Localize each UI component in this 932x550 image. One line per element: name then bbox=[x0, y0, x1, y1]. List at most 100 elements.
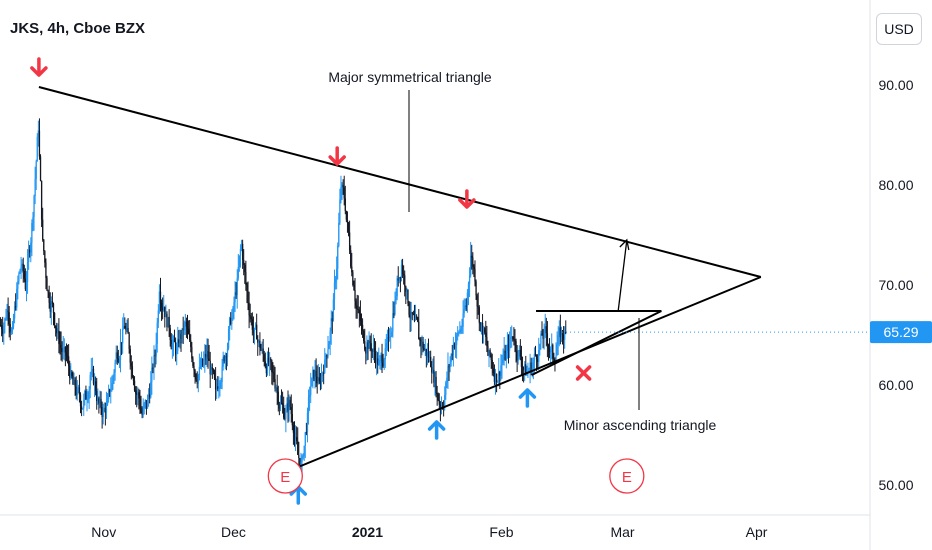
candle-body bbox=[221, 366, 223, 383]
candle-body bbox=[143, 403, 145, 409]
candle-body bbox=[346, 219, 349, 223]
candle-body bbox=[471, 255, 473, 258]
candle-body bbox=[66, 355, 69, 357]
candle-body bbox=[25, 281, 28, 290]
candle-body bbox=[367, 342, 369, 349]
candle-body bbox=[410, 312, 412, 319]
candle-body bbox=[174, 342, 177, 355]
projection-arrowhead bbox=[619, 238, 630, 251]
x-tick-label: Apr bbox=[746, 524, 768, 540]
candle-body bbox=[375, 358, 378, 363]
currency-button[interactable]: USD bbox=[876, 13, 922, 45]
candle-body bbox=[9, 323, 11, 333]
candle-body bbox=[426, 352, 429, 356]
candle-body bbox=[102, 411, 104, 418]
candle-body bbox=[397, 278, 399, 281]
candle-body bbox=[327, 349, 329, 357]
candle-body bbox=[381, 354, 383, 363]
candle-body bbox=[279, 402, 282, 409]
candle-body bbox=[12, 318, 15, 328]
candle-body bbox=[383, 359, 385, 367]
candle-body bbox=[488, 350, 490, 356]
candle-body bbox=[94, 381, 97, 391]
candle-body bbox=[19, 269, 21, 274]
candle-body bbox=[32, 216, 34, 224]
candle-body bbox=[481, 322, 484, 336]
candle-body bbox=[433, 369, 435, 383]
candle-body bbox=[320, 376, 323, 383]
candle-body bbox=[268, 358, 271, 363]
candle-body bbox=[157, 310, 159, 323]
candle-body bbox=[505, 352, 507, 360]
candle-body bbox=[180, 334, 182, 340]
candle-body bbox=[313, 369, 315, 379]
buy-arrow-icon bbox=[518, 388, 537, 408]
candle-body bbox=[419, 339, 421, 341]
candle-body bbox=[300, 461, 302, 468]
candle-body bbox=[339, 199, 341, 223]
candle-body bbox=[458, 332, 460, 334]
candle-body bbox=[353, 284, 355, 290]
candle-body bbox=[189, 333, 191, 341]
candle-body bbox=[30, 242, 32, 253]
candle-body bbox=[468, 275, 471, 284]
candle-body bbox=[326, 355, 328, 357]
candle-body bbox=[289, 399, 291, 407]
candle-body bbox=[185, 321, 188, 327]
candle-body bbox=[80, 406, 83, 409]
candle-body bbox=[140, 407, 142, 413]
y-tick-label: 70.00 bbox=[878, 277, 913, 293]
candle-body bbox=[113, 372, 115, 377]
candle-body bbox=[552, 344, 554, 359]
candle-body bbox=[297, 441, 299, 455]
candle-body bbox=[116, 352, 118, 359]
candle-body bbox=[53, 313, 56, 326]
candle-body bbox=[308, 394, 311, 397]
candle-body bbox=[91, 368, 94, 372]
candle-body bbox=[373, 348, 376, 352]
candle-body bbox=[208, 358, 210, 361]
candle-body bbox=[351, 266, 353, 273]
candle-body bbox=[112, 376, 114, 384]
candle-body bbox=[37, 130, 40, 137]
candle-body bbox=[109, 389, 111, 393]
candle-body bbox=[493, 373, 496, 382]
candle-body bbox=[449, 361, 451, 368]
candle-body bbox=[194, 370, 196, 375]
candle-body bbox=[318, 377, 321, 382]
candle-body bbox=[345, 210, 348, 220]
candle-body bbox=[342, 184, 344, 188]
candle-body bbox=[354, 289, 356, 302]
candle-body bbox=[240, 243, 243, 250]
candle-body bbox=[100, 399, 102, 408]
candle-body bbox=[130, 362, 132, 367]
candle-body bbox=[219, 382, 221, 388]
candle-body bbox=[532, 362, 534, 369]
candle-body bbox=[363, 330, 365, 342]
candle-body bbox=[490, 354, 492, 360]
sell-arrow-icon bbox=[30, 57, 48, 77]
candle-body bbox=[99, 399, 101, 404]
candle-body bbox=[500, 365, 502, 376]
candle-body bbox=[138, 392, 140, 399]
candle-body bbox=[515, 341, 517, 352]
candle-body bbox=[65, 352, 68, 356]
candle-body bbox=[316, 376, 318, 384]
candle-body bbox=[227, 329, 230, 349]
candle-body bbox=[11, 327, 14, 332]
candle-body bbox=[377, 358, 379, 365]
earnings-marker[interactable]: E bbox=[609, 458, 645, 494]
candle-body bbox=[393, 313, 395, 315]
candle-body bbox=[105, 404, 108, 413]
earnings-marker[interactable]: E bbox=[267, 458, 303, 494]
candle-body bbox=[222, 356, 224, 367]
candle-body bbox=[251, 319, 254, 330]
candle-body bbox=[294, 437, 297, 439]
candle-body bbox=[438, 400, 440, 405]
candle-body bbox=[252, 329, 255, 333]
candle-body bbox=[506, 344, 509, 353]
candle-body bbox=[543, 327, 545, 339]
candle-body bbox=[457, 332, 459, 336]
candle-body bbox=[74, 379, 76, 387]
